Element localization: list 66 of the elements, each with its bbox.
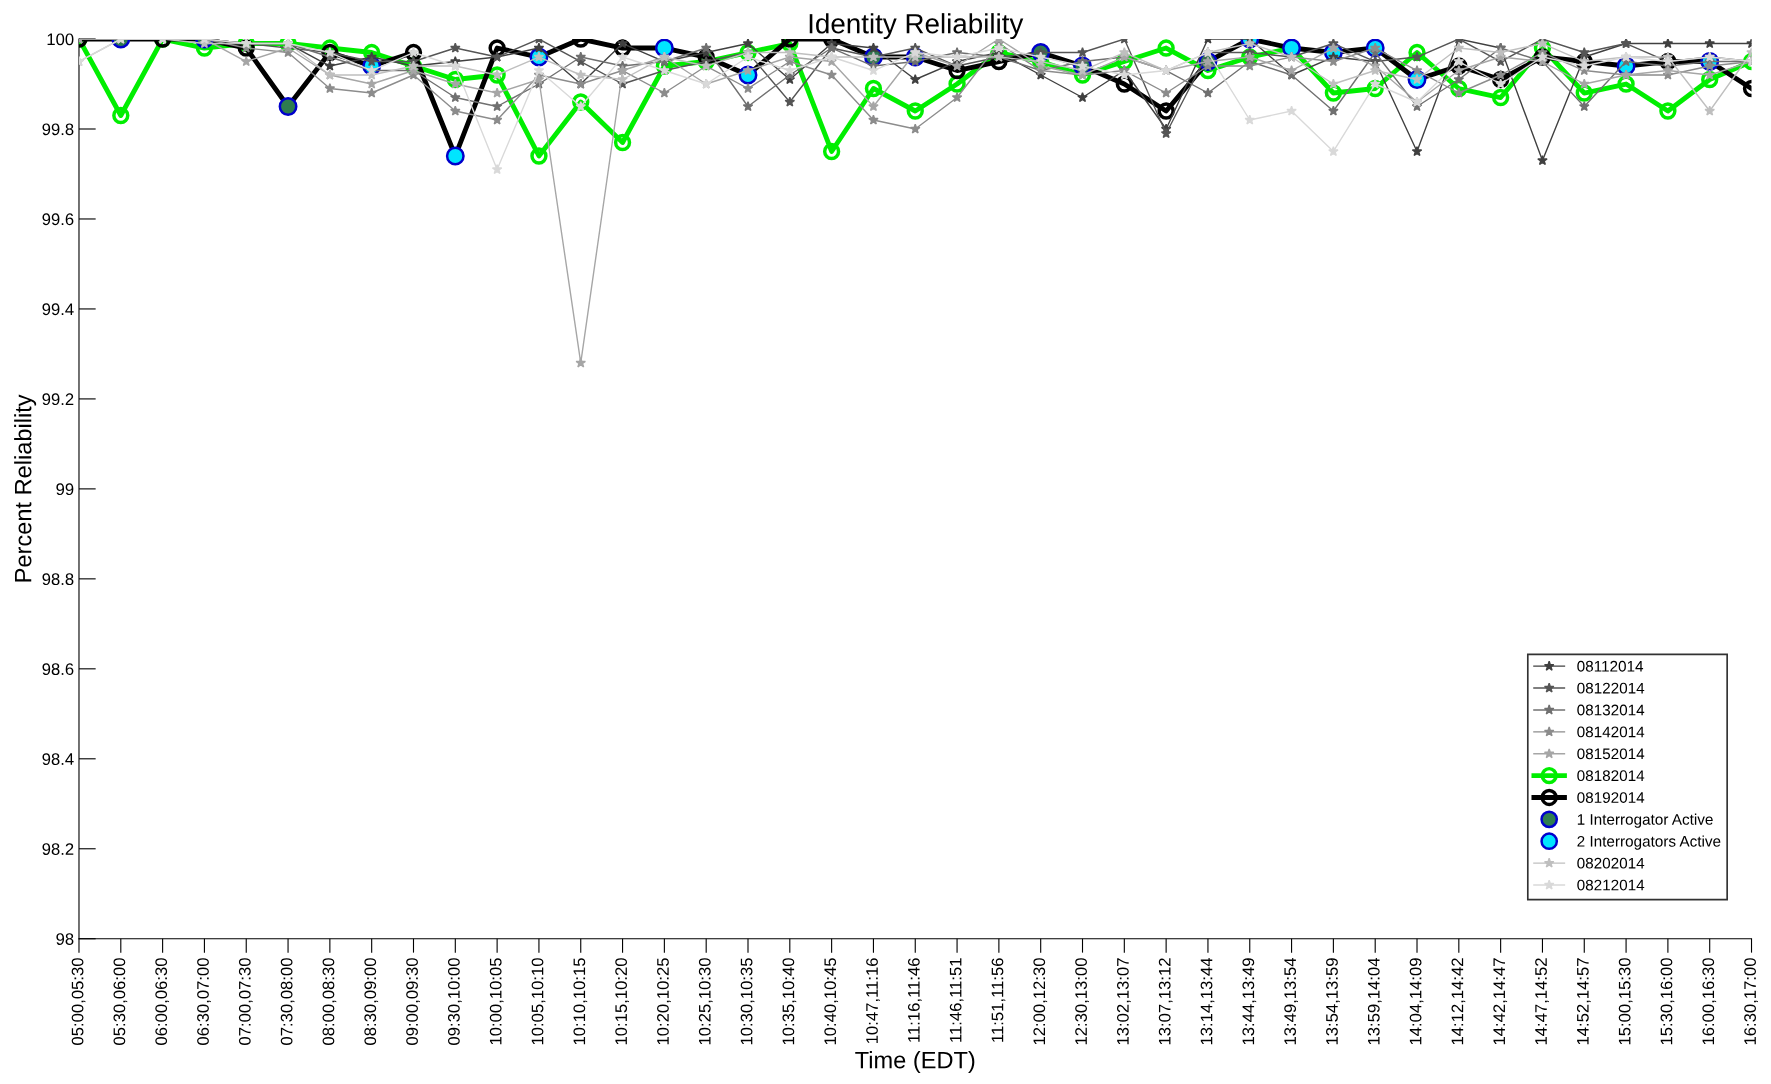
x-tick-label: 15:30,16:00	[1660, 958, 1675, 1045]
x-tick-label: 10:40,10:45	[824, 958, 839, 1045]
x-tick-label: 10:15,10:20	[615, 958, 629, 1045]
x-tick-label: 08:30,09:00	[364, 958, 379, 1045]
x-tick-label: 10:35,10:40	[782, 958, 797, 1045]
y-tick-label: 99.8	[42, 123, 74, 136]
x-tick-label: 10:00,10:05	[489, 958, 504, 1045]
legend-label: 08112014	[1577, 660, 1644, 672]
x-tick-label: 11:16,11:46	[907, 958, 922, 1042]
x-tick-label: 13:14,13:44	[1200, 957, 1215, 1045]
legend-label: 08122014	[1577, 682, 1645, 694]
x-tick-label: 06:00,06:30	[155, 958, 170, 1045]
y-tick-label: 100	[47, 33, 74, 46]
x-tick-label: 14:04,14:09	[1409, 958, 1424, 1045]
x-tick-label: 10:25,10:30	[698, 958, 713, 1045]
x-tick-label: 11:51,11:56	[991, 958, 1006, 1042]
y-tick-label: 99	[56, 483, 74, 496]
x-tick-label: 08:00,08:30	[322, 958, 337, 1045]
y-tick-label: 98.8	[42, 573, 74, 586]
x-tick-label: 16:00,16:30	[1702, 958, 1717, 1045]
legend-label: 08192014	[1577, 792, 1645, 803]
x-tick-label: 09:30,10:00	[447, 958, 462, 1045]
x-tick-label: 05:00,05:30	[71, 958, 86, 1045]
x-tick-label: 12:00,12:30	[1033, 958, 1048, 1045]
legend-label: 08152014	[1577, 748, 1645, 760]
x-tick-label: 13:59,14:04	[1367, 957, 1382, 1045]
legend-label: 1 Interrogator Active	[1577, 813, 1713, 828]
legend-label: 2 Interrogators Active	[1577, 835, 1721, 850]
chart-title: Identity Reliability	[809, 13, 1024, 40]
y-tick-label: 99.6	[42, 213, 74, 226]
x-tick-label: 16:30,17:00	[1744, 958, 1758, 1045]
x-tick-label: 11:46,11:51	[949, 958, 964, 1042]
x-tick-label: 07:00,07:30	[238, 958, 253, 1045]
x-tick-label: 14:52,14:57	[1576, 958, 1591, 1045]
x-tick-label: 14:12,14:42	[1451, 958, 1466, 1045]
y-tick-label: 98.2	[42, 843, 74, 855]
x-tick-label: 10:20,10:25	[657, 958, 671, 1045]
x-tick-label: 07:30,08:00	[280, 958, 295, 1045]
legend-label: 08132014	[1577, 704, 1645, 716]
x-tick-label: 15:00,15:30	[1618, 958, 1633, 1045]
x-tick-label: 13:44,13:49	[1242, 958, 1257, 1045]
x-tick-label: 14:42,14:47	[1493, 958, 1508, 1045]
x-tick-label: 13:49,13:54	[1284, 957, 1299, 1045]
x-axis-title: Time (EDT)	[855, 1051, 975, 1074]
x-tick-label: 09:00,09:30	[406, 958, 420, 1045]
y-tick-label: 98.6	[42, 663, 74, 676]
y-tick-label: 98.4	[42, 753, 74, 765]
y-tick-label: 99.4	[42, 303, 74, 316]
x-tick-label: 10:10,10:15	[573, 958, 588, 1045]
legend-label: 08202014	[1577, 857, 1645, 869]
x-tick-label: 13:02,13:07	[1116, 958, 1131, 1045]
y-tick-label: 99.2	[42, 393, 74, 406]
y-axis-title: Percent Reliability	[14, 394, 37, 582]
x-tick-label: 06:30,07:00	[197, 958, 211, 1045]
legend-label: 08142014	[1577, 726, 1645, 738]
legend-label: 08212014	[1577, 879, 1645, 891]
x-tick-label: 10:30,10:35	[740, 958, 755, 1045]
x-tick-label: 10:05,10:10	[531, 958, 546, 1045]
y-tick-label: 98	[56, 933, 74, 945]
x-tick-label: 12:30,13:00	[1075, 958, 1089, 1045]
x-tick-label: 10:47,11:16	[866, 958, 880, 1044]
x-tick-label: 14:47,14:52	[1535, 958, 1549, 1045]
x-tick-label: 05:30,06:00	[113, 958, 128, 1045]
x-tick-label: 13:07,13:12	[1158, 958, 1173, 1045]
legend-label: 08182014	[1577, 770, 1645, 782]
x-tick-label: 13:54,13:59	[1326, 958, 1340, 1045]
